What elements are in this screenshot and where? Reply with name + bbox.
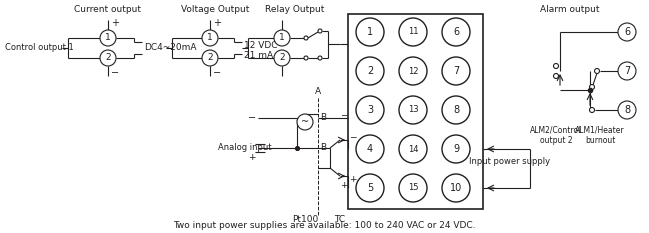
Text: Control output 1: Control output 1 xyxy=(5,44,74,52)
Text: 8: 8 xyxy=(453,105,459,115)
Circle shape xyxy=(618,23,636,41)
Circle shape xyxy=(356,96,384,124)
Text: ALM1/Heater
burnout: ALM1/Heater burnout xyxy=(575,125,625,145)
Text: +: + xyxy=(340,181,348,189)
Text: 3: 3 xyxy=(367,105,373,115)
Circle shape xyxy=(589,85,594,89)
Circle shape xyxy=(297,114,313,130)
Text: −: − xyxy=(340,110,348,120)
Circle shape xyxy=(399,96,427,124)
Text: 10: 10 xyxy=(450,183,462,193)
Circle shape xyxy=(274,50,290,66)
Circle shape xyxy=(202,30,218,46)
Text: +: + xyxy=(349,175,356,184)
Text: DC4~20mA: DC4~20mA xyxy=(144,44,197,52)
Text: 14: 14 xyxy=(408,144,418,154)
Text: 12: 12 xyxy=(408,66,418,75)
Circle shape xyxy=(442,57,470,85)
Text: −: − xyxy=(213,68,221,78)
Circle shape xyxy=(304,56,308,60)
Circle shape xyxy=(399,174,427,202)
Text: +: + xyxy=(213,18,221,28)
Circle shape xyxy=(356,174,384,202)
Text: −: − xyxy=(349,133,356,141)
Circle shape xyxy=(618,101,636,119)
Text: Two input power supplies are available: 100 to 240 VAC or 24 VDC.: Two input power supplies are available: … xyxy=(173,222,475,230)
Circle shape xyxy=(318,56,322,60)
Text: 5: 5 xyxy=(367,183,373,193)
Text: Voltage Output: Voltage Output xyxy=(181,6,249,14)
Text: 11: 11 xyxy=(408,27,418,37)
Text: 12 VDC: 12 VDC xyxy=(244,41,278,49)
Circle shape xyxy=(442,135,470,163)
Text: Analog input: Analog input xyxy=(218,144,271,153)
Circle shape xyxy=(202,50,218,66)
Text: 1: 1 xyxy=(367,27,373,37)
Text: 2: 2 xyxy=(367,66,373,76)
Text: 2: 2 xyxy=(279,54,285,62)
Circle shape xyxy=(442,174,470,202)
Text: 7: 7 xyxy=(624,66,630,76)
Text: ~: ~ xyxy=(301,117,309,127)
Circle shape xyxy=(356,135,384,163)
Circle shape xyxy=(442,18,470,46)
Circle shape xyxy=(356,57,384,85)
Circle shape xyxy=(399,135,427,163)
Circle shape xyxy=(554,64,559,69)
Circle shape xyxy=(100,50,116,66)
Text: Pt100: Pt100 xyxy=(292,216,318,225)
Text: 15: 15 xyxy=(408,184,418,192)
Text: Relay Output: Relay Output xyxy=(265,6,324,14)
Text: 21 mA: 21 mA xyxy=(244,51,273,61)
Text: 6: 6 xyxy=(453,27,459,37)
Text: 13: 13 xyxy=(408,106,419,114)
Circle shape xyxy=(589,107,594,113)
Circle shape xyxy=(304,36,308,40)
Text: ALM2/Control
output 2: ALM2/Control output 2 xyxy=(530,125,582,145)
Circle shape xyxy=(618,62,636,80)
Text: 9: 9 xyxy=(453,144,459,154)
Text: 1: 1 xyxy=(279,34,285,42)
Text: −: − xyxy=(248,113,256,123)
Text: 8: 8 xyxy=(624,105,630,115)
Circle shape xyxy=(100,30,116,46)
Text: 2: 2 xyxy=(105,54,111,62)
Circle shape xyxy=(318,29,322,33)
Text: 1: 1 xyxy=(207,34,213,42)
Text: B: B xyxy=(320,113,326,123)
Text: 7: 7 xyxy=(453,66,459,76)
Circle shape xyxy=(442,96,470,124)
Text: 1: 1 xyxy=(105,34,111,42)
Text: 2: 2 xyxy=(207,54,213,62)
Text: Current output: Current output xyxy=(75,6,141,14)
Text: Alarm output: Alarm output xyxy=(540,6,600,14)
Text: 4: 4 xyxy=(367,144,373,154)
Text: Input power supply: Input power supply xyxy=(469,158,550,167)
Circle shape xyxy=(356,18,384,46)
Text: TC: TC xyxy=(334,216,345,225)
Text: −: − xyxy=(111,68,119,78)
Circle shape xyxy=(399,18,427,46)
Text: +: + xyxy=(249,153,256,161)
Circle shape xyxy=(399,57,427,85)
Circle shape xyxy=(594,69,600,73)
Text: 6: 6 xyxy=(624,27,630,37)
Bar xyxy=(348,14,483,209)
Text: B: B xyxy=(320,144,326,153)
Circle shape xyxy=(554,73,559,79)
Text: +: + xyxy=(111,18,119,28)
Circle shape xyxy=(274,30,290,46)
Text: A: A xyxy=(315,88,321,96)
